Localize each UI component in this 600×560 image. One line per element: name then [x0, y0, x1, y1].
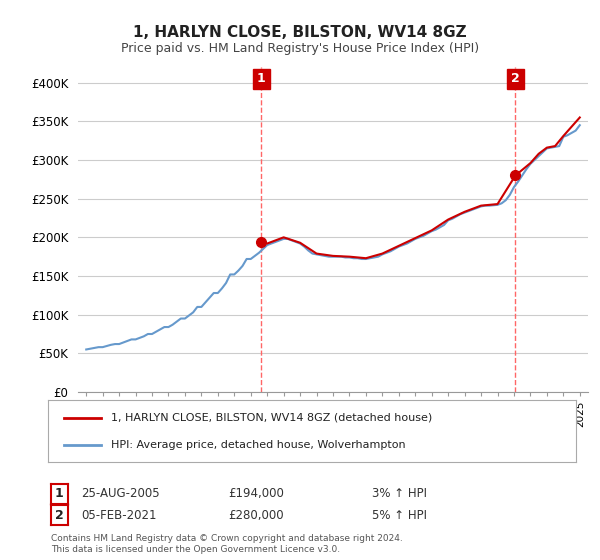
- Text: 1: 1: [257, 72, 266, 85]
- Text: HPI: Average price, detached house, Wolverhampton: HPI: Average price, detached house, Wolv…: [112, 440, 406, 450]
- Text: Price paid vs. HM Land Registry's House Price Index (HPI): Price paid vs. HM Land Registry's House …: [121, 42, 479, 55]
- Text: Contains HM Land Registry data © Crown copyright and database right 2024.: Contains HM Land Registry data © Crown c…: [51, 534, 403, 543]
- Text: 25-AUG-2005: 25-AUG-2005: [81, 487, 160, 501]
- Text: 1, HARLYN CLOSE, BILSTON, WV14 8GZ: 1, HARLYN CLOSE, BILSTON, WV14 8GZ: [133, 25, 467, 40]
- Text: This data is licensed under the Open Government Licence v3.0.: This data is licensed under the Open Gov…: [51, 545, 340, 554]
- Text: 2: 2: [55, 508, 64, 522]
- Text: 05-FEB-2021: 05-FEB-2021: [81, 508, 157, 522]
- Text: 1: 1: [55, 487, 64, 501]
- Text: £194,000: £194,000: [228, 487, 284, 501]
- Text: £280,000: £280,000: [228, 508, 284, 522]
- Text: 1, HARLYN CLOSE, BILSTON, WV14 8GZ (detached house): 1, HARLYN CLOSE, BILSTON, WV14 8GZ (deta…: [112, 413, 433, 423]
- Text: 5% ↑ HPI: 5% ↑ HPI: [372, 508, 427, 522]
- Text: 2: 2: [511, 72, 520, 85]
- Text: 3% ↑ HPI: 3% ↑ HPI: [372, 487, 427, 501]
